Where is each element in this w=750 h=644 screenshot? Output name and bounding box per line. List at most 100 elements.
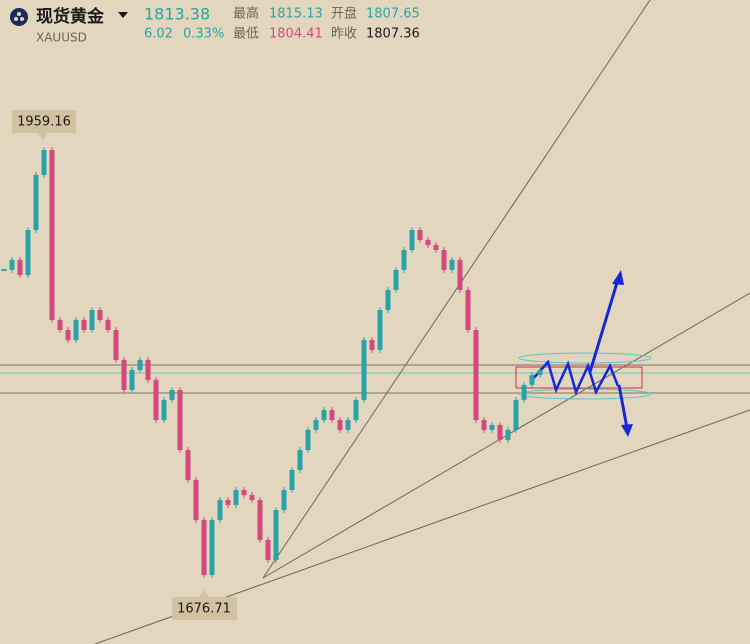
candle <box>417 230 423 240</box>
arrow-head <box>612 270 624 285</box>
candle <box>193 480 199 520</box>
candle <box>281 489 287 511</box>
candles <box>1 147 543 579</box>
candle <box>457 259 463 290</box>
candle <box>201 519 207 576</box>
candle <box>489 424 495 430</box>
candle <box>313 420 319 430</box>
candle <box>521 384 527 400</box>
candle <box>249 495 255 501</box>
candle <box>177 390 183 451</box>
candle <box>513 399 519 430</box>
high-label: 最高 <box>233 6 259 22</box>
candle <box>241 489 247 496</box>
high-value: 1815.13 <box>269 7 323 22</box>
candle <box>41 150 47 175</box>
symbol-icon <box>10 8 28 26</box>
candle <box>297 450 303 470</box>
candle <box>353 399 359 421</box>
candle <box>233 489 239 505</box>
candle <box>465 289 471 330</box>
high-annotation: 1959.16 <box>17 115 71 130</box>
candle <box>81 319 87 330</box>
candle <box>401 249 407 270</box>
arrow-head <box>621 424 633 437</box>
ellipse <box>518 352 652 364</box>
candle <box>329 409 335 421</box>
candle <box>9 259 15 270</box>
candle <box>73 319 79 341</box>
candle <box>113 329 119 360</box>
candle <box>393 269 399 290</box>
candle <box>425 239 431 246</box>
prev-close-label: 昨收 <box>331 27 357 42</box>
candle <box>377 310 383 350</box>
candle <box>441 249 447 270</box>
icon-dot <box>14 17 18 21</box>
candle <box>361 340 367 400</box>
candle <box>1 268 7 271</box>
candle <box>185 450 191 481</box>
low-value: 1804.41 <box>269 27 323 42</box>
icon-dot <box>17 12 21 16</box>
candle <box>129 370 135 391</box>
candle <box>537 370 543 376</box>
candle <box>65 329 71 341</box>
ellipse <box>518 388 652 400</box>
prev-close-value: 1807.36 <box>366 27 420 42</box>
candle <box>17 259 23 276</box>
candle <box>369 340 375 350</box>
candle <box>385 289 391 311</box>
candle <box>49 150 55 320</box>
low-annotation: 1676.71 <box>177 602 231 617</box>
candle <box>433 245 439 250</box>
open-label: 开盘 <box>331 6 357 22</box>
candle <box>161 399 167 421</box>
change-pct: 0.33% <box>183 27 224 42</box>
candle <box>505 429 511 440</box>
candle <box>97 310 103 320</box>
high-callout <box>12 110 76 140</box>
candle <box>145 359 151 380</box>
candle <box>33 174 39 231</box>
candle <box>337 420 343 430</box>
low-label: 最低 <box>233 27 259 42</box>
candle <box>257 500 263 540</box>
candle <box>137 359 143 371</box>
candle <box>57 319 63 330</box>
low-callout <box>172 590 237 620</box>
candle <box>121 359 127 391</box>
candle <box>225 500 231 505</box>
candle <box>345 420 351 430</box>
candle <box>153 379 159 421</box>
candle <box>409 230 415 250</box>
arrow-down <box>617 384 629 429</box>
candle <box>481 420 487 430</box>
wave-path <box>531 359 620 396</box>
candle <box>169 390 175 400</box>
candle <box>449 259 455 270</box>
candle <box>89 310 95 330</box>
candle <box>497 424 503 440</box>
candle <box>473 329 479 421</box>
candle <box>289 469 295 490</box>
candle <box>209 519 215 576</box>
candle <box>321 409 327 421</box>
candle <box>25 230 31 276</box>
candle <box>273 510 279 561</box>
candle <box>105 319 111 330</box>
last-price: 1813.38 <box>144 5 210 24</box>
candle <box>265 539 271 561</box>
candle <box>217 500 223 520</box>
open-value: 1807.65 <box>366 7 420 22</box>
icon-dot <box>20 17 24 21</box>
change: 6.02 <box>144 27 173 42</box>
arrow-up <box>588 275 621 373</box>
symbol-name[interactable]: 现货黄金 <box>36 6 105 27</box>
candle <box>529 375 535 385</box>
symbol-code: XAUUSD <box>36 31 87 45</box>
dropdown-arrow[interactable] <box>118 12 128 18</box>
